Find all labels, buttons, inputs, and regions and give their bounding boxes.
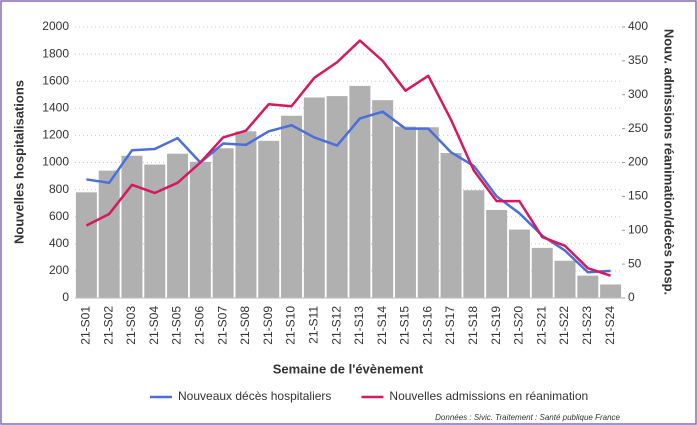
x-tick-label: 21-S01 xyxy=(79,306,93,345)
bar xyxy=(577,275,599,298)
line-series xyxy=(85,39,611,277)
bar xyxy=(98,170,120,298)
bar xyxy=(508,229,530,298)
x-tick-label: 21-S23 xyxy=(580,306,594,345)
bar xyxy=(463,190,485,298)
y-tick-label: 1800 xyxy=(42,46,69,60)
x-tick-label: 21-S13 xyxy=(352,306,366,345)
x-tick-label: 21-S07 xyxy=(215,306,229,345)
bar xyxy=(167,153,189,298)
x-tick-label: 21-S09 xyxy=(261,306,275,345)
y-tick-label: 600 xyxy=(49,209,69,223)
y2-tick-label: 50 xyxy=(628,256,642,270)
bar xyxy=(121,155,143,298)
y-tick-label: 400 xyxy=(49,236,69,250)
y-tick-label: 1000 xyxy=(42,155,69,169)
x-tick-label: 21-S22 xyxy=(557,306,571,345)
bar xyxy=(75,192,97,298)
x-tick-label: 21-S02 xyxy=(101,306,115,345)
x-tick-label: 21-S15 xyxy=(398,306,412,345)
x-tick-label: 21-S12 xyxy=(329,306,343,345)
x-tick-label: 21-S20 xyxy=(512,306,526,345)
y2-tick-label: 400 xyxy=(628,19,648,33)
y2-tick-label: 0 xyxy=(628,290,635,304)
bar xyxy=(258,140,280,298)
line-series xyxy=(86,110,611,274)
y-tick-label: 1400 xyxy=(42,100,69,114)
y-tick-label: 2000 xyxy=(42,19,69,33)
bar xyxy=(189,161,211,298)
x-tick-label: 21-S16 xyxy=(420,306,434,345)
y-tick-label: 800 xyxy=(49,182,69,196)
x-tick-label: 21-S17 xyxy=(443,306,457,345)
y2-axis-title: Nouv. admissions réanimation/décès hosp. xyxy=(662,29,677,295)
x-tick-label: 21-S05 xyxy=(170,306,184,345)
bar xyxy=(554,260,576,298)
y2-tick-label: 100 xyxy=(628,222,648,236)
y-tick-label: 200 xyxy=(49,263,69,277)
y2-tick-label: 250 xyxy=(628,121,648,135)
bar xyxy=(372,100,394,298)
x-tick-label: 21-S11 xyxy=(306,306,320,344)
legend-label: Nouveaux décès hospitaliers xyxy=(178,389,331,403)
x-tick-label: 21-S14 xyxy=(375,306,389,345)
x-tick-label: 21-S21 xyxy=(534,306,548,345)
bar xyxy=(212,148,234,298)
bar xyxy=(417,127,439,299)
y-tick-label: 1600 xyxy=(42,73,69,87)
bar xyxy=(531,247,553,298)
y2-tick-label: 200 xyxy=(628,155,648,169)
source-note: Données : Sivic. Traitement : Santé publ… xyxy=(435,413,620,422)
bar xyxy=(235,131,257,298)
y-axis-title: Nouvelles hospitalisations xyxy=(11,80,26,244)
bar xyxy=(600,284,622,298)
y-tick-label: 0 xyxy=(62,290,69,304)
y2-tick-label: 300 xyxy=(628,87,648,101)
x-axis-title: Semaine de l'évènement xyxy=(273,361,424,376)
bar xyxy=(486,209,508,298)
bar xyxy=(281,115,303,298)
y2-tick-label: 350 xyxy=(628,53,648,67)
x-tick-label: 21-S04 xyxy=(147,306,161,345)
bar xyxy=(303,97,325,299)
x-tick-label: 21-S18 xyxy=(466,306,480,345)
bar xyxy=(349,85,371,298)
y-tick-label: 1200 xyxy=(42,128,69,142)
x-tick-label: 21-S10 xyxy=(284,306,298,345)
x-tick-label: 21-S06 xyxy=(193,306,207,345)
bar xyxy=(440,153,462,298)
y2-tick-label: 150 xyxy=(628,189,648,203)
x-tick-label: 21-S03 xyxy=(124,306,138,345)
x-tick-label: 21-S19 xyxy=(489,306,503,345)
bar xyxy=(144,164,166,298)
legend-label: Nouvelles admissions en réanimation xyxy=(389,389,588,403)
x-tick-label: 21-S24 xyxy=(603,306,617,345)
bar xyxy=(394,126,416,298)
x-tick-label: 21-S08 xyxy=(238,306,252,345)
bar xyxy=(326,96,348,298)
